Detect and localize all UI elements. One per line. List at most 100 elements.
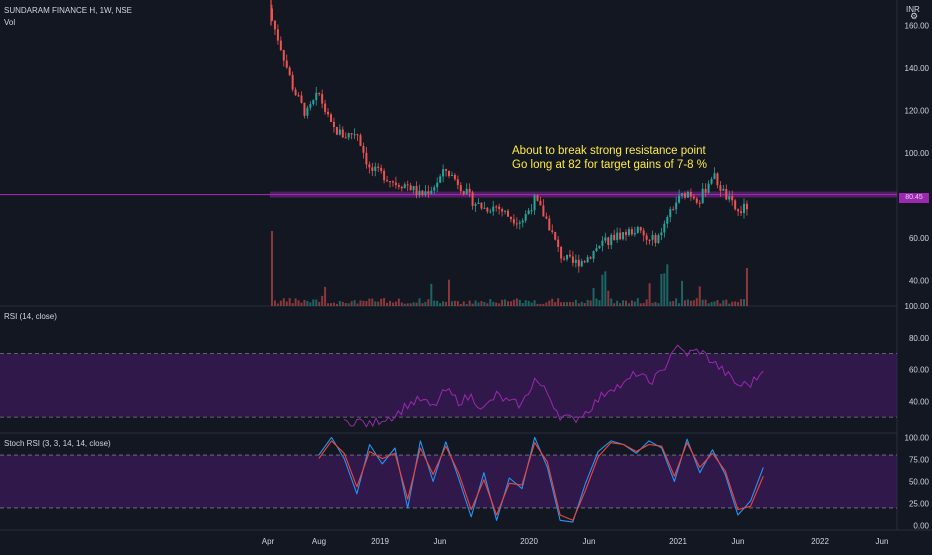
- candle-body: [321, 93, 324, 104]
- price-axis-tick: 120.00: [905, 107, 930, 116]
- volume-bar: [607, 290, 610, 306]
- candle-body: [521, 220, 524, 223]
- candle-body: [710, 179, 713, 184]
- candle-body: [589, 257, 592, 259]
- candle-body: [300, 95, 303, 103]
- candle-body: [560, 247, 563, 259]
- candle-body: [495, 206, 498, 208]
- candle-body: [273, 20, 276, 30]
- candle-body: [442, 169, 445, 177]
- candle-body: [477, 202, 480, 205]
- candle-body: [716, 173, 719, 186]
- volume-bar: [651, 302, 654, 306]
- candle-body: [636, 227, 639, 233]
- volume-bar: [341, 301, 344, 306]
- volume-bar: [335, 303, 338, 306]
- time-axis-tick: Jun: [434, 537, 447, 546]
- volume-bar: [315, 299, 318, 306]
- volume-bar: [740, 299, 743, 306]
- volume-bar: [504, 299, 507, 306]
- candle-body: [288, 67, 291, 76]
- candle-body: [639, 227, 642, 231]
- volume-bar: [566, 302, 568, 306]
- candle-body: [312, 100, 315, 105]
- volume-bar: [338, 301, 341, 306]
- volume-bar: [377, 301, 380, 306]
- candle-body: [586, 257, 589, 263]
- volume-bar: [613, 303, 616, 306]
- time-axis-tick: 2021: [669, 537, 687, 546]
- rsi-axis-tick: 40.00: [909, 397, 930, 406]
- candle-body: [604, 237, 607, 241]
- volume-bar: [409, 303, 412, 306]
- volume-bar: [459, 303, 462, 306]
- candle-body: [421, 190, 424, 196]
- candle-body: [338, 129, 341, 135]
- candle-body: [566, 254, 568, 260]
- volume-bar: [515, 298, 518, 306]
- volume-bar: [501, 299, 504, 306]
- volume-bar: [456, 301, 459, 306]
- candle-body: [462, 191, 465, 195]
- volume-bar: [595, 298, 598, 306]
- candle-body: [327, 111, 330, 115]
- volume-bar: [681, 280, 684, 306]
- candle-body: [403, 184, 406, 189]
- candle-body: [554, 231, 557, 240]
- candle-body: [386, 180, 389, 182]
- candle-body: [276, 29, 279, 41]
- volume-bar: [468, 300, 471, 306]
- stoch-band-fill: [0, 455, 897, 508]
- candle-body: [648, 239, 651, 241]
- candle-body: [524, 214, 527, 221]
- candle-body: [377, 166, 380, 168]
- candle-body: [686, 191, 689, 198]
- volume-bar: [592, 287, 595, 306]
- candle-body: [592, 251, 595, 259]
- candle-body: [318, 92, 321, 94]
- candle-body: [362, 145, 365, 153]
- candle-body: [468, 188, 471, 193]
- volume-bar: [300, 302, 303, 306]
- candle-body: [448, 170, 450, 176]
- candle-body: [672, 209, 675, 211]
- volume-bar: [577, 303, 580, 306]
- time-axis-tick: 2019: [371, 537, 389, 546]
- volume-bar: [492, 301, 495, 306]
- volume-bar: [554, 302, 557, 306]
- volume-bar: [707, 303, 710, 306]
- candle-body: [418, 190, 421, 196]
- volume-bar: [551, 298, 554, 306]
- volume-bar: [465, 303, 468, 306]
- volume-bar: [639, 303, 642, 306]
- volume-bar: [633, 301, 636, 306]
- candle-body: [622, 232, 625, 240]
- candle-body: [324, 103, 327, 112]
- volume-bar: [453, 300, 456, 306]
- candle-body: [512, 219, 515, 224]
- time-axis-tick: 2020: [520, 537, 538, 546]
- candle-body: [350, 133, 353, 135]
- settings-icon[interactable]: ⚙: [910, 11, 919, 21]
- volume-bar: [583, 302, 586, 306]
- volume-bar: [669, 301, 672, 306]
- candle-body: [356, 134, 359, 136]
- candle-body: [536, 195, 539, 201]
- volume-bar: [397, 298, 400, 306]
- volume-bar: [391, 302, 394, 306]
- chart-title: SUNDARAM FINANCE H, 1W, NSE: [4, 6, 133, 15]
- volume-bar: [330, 303, 332, 306]
- time-axis-tick: 2022: [811, 537, 829, 546]
- candle-body: [341, 129, 344, 138]
- candle-body: [271, 8, 273, 21]
- candle-body: [551, 230, 554, 232]
- volume-bar: [734, 301, 737, 306]
- volume-bar: [524, 300, 527, 306]
- candle-body: [424, 191, 427, 196]
- candle-body: [309, 104, 312, 108]
- volume-bar: [521, 302, 524, 306]
- candle-body: [383, 170, 386, 181]
- candle-body: [595, 248, 598, 252]
- candle-body: [660, 232, 663, 236]
